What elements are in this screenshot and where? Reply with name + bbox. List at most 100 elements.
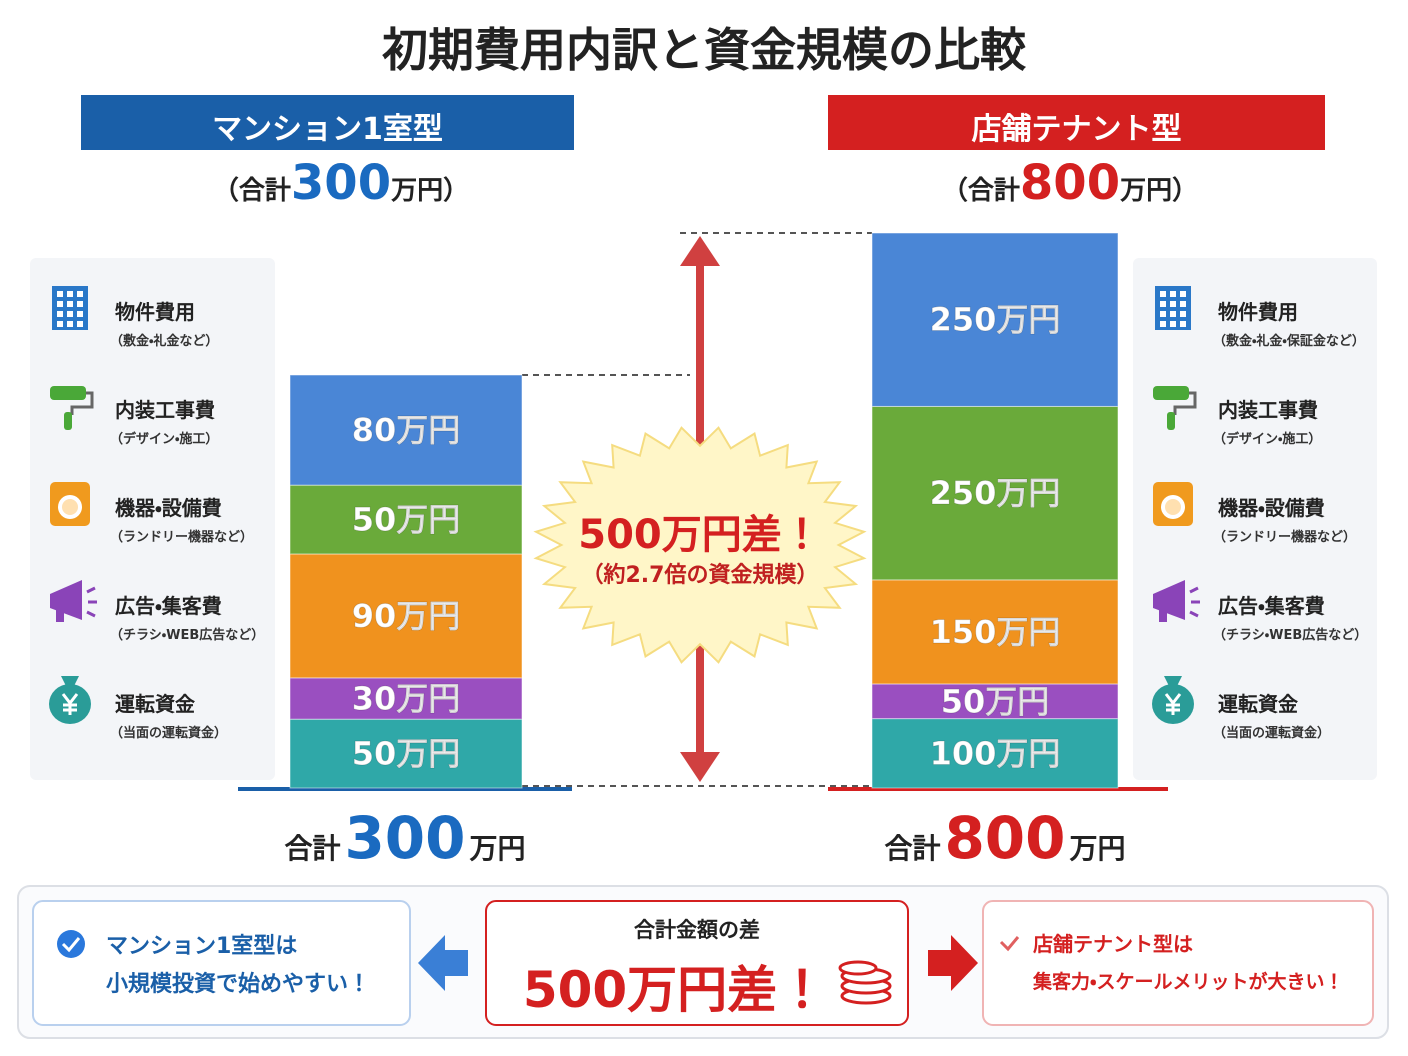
bar-segment — [289, 677, 523, 720]
category-note: （デザイン・施工） — [1213, 432, 1322, 447]
right-header: 店舗テナント型 — [971, 112, 1182, 147]
category-icon — [50, 580, 97, 622]
total-suffix: 万円） — [391, 176, 470, 206]
ratio-label: （約2.7倍の資金規模） — [581, 563, 819, 588]
category-note: （チラシ・WEB広告など） — [1213, 628, 1368, 643]
left-arrow — [418, 935, 468, 991]
category-icon — [1153, 386, 1197, 430]
coin-icon — [838, 960, 892, 1005]
icon-part — [1160, 311, 1166, 317]
bar-segment — [289, 374, 523, 486]
summary-left-2: 小規模投資で始めやすい！ — [106, 972, 371, 997]
icon-part — [56, 606, 64, 622]
icon-part — [1160, 321, 1166, 327]
total-prefix: 合計 — [884, 832, 941, 865]
category-note: （チラシ・WEB広告など） — [110, 628, 265, 643]
bar-segment — [871, 405, 1119, 581]
left-legend-panel — [30, 258, 275, 780]
category-icon — [1152, 676, 1194, 724]
check-mark — [999, 936, 1020, 952]
segment-label: 250万円 — [930, 474, 1061, 512]
category-name: 機器・設備費 — [1218, 496, 1325, 520]
category-icon — [1153, 580, 1200, 622]
title: 初期費用内訳と資金規模の比較 — [382, 23, 1026, 77]
right-total-top: （合計 800 万円） — [810, 155, 1330, 211]
total-prefix: 合計 — [284, 832, 341, 865]
category-icon — [50, 386, 94, 430]
icon-part — [1165, 499, 1181, 515]
icon-part — [57, 311, 63, 317]
icon-part — [1153, 386, 1189, 400]
icon-part — [50, 386, 86, 400]
category-note: （当面の運転資金） — [110, 726, 228, 741]
icon-part — [86, 586, 97, 618]
summary-center-title: 合計金額の差 — [634, 918, 760, 942]
check-icon — [57, 930, 85, 958]
icon-part — [1173, 391, 1197, 415]
category-icon — [50, 482, 90, 526]
category-note: （敷金・礼金・保証金など） — [1213, 334, 1365, 349]
total-value: 300 — [290, 155, 392, 211]
bar-segment — [871, 232, 1119, 407]
category-icon — [1155, 286, 1191, 330]
total-value: 800 — [944, 804, 1066, 872]
category-icon — [1153, 482, 1193, 526]
icon-part — [57, 291, 63, 297]
icon-part — [1189, 586, 1200, 618]
icon-part — [61, 676, 79, 686]
summary-left-1: マンション1室型は — [106, 934, 298, 959]
icon-part — [1180, 321, 1186, 327]
segment-label: 80万円 — [352, 411, 461, 449]
right-legend-panel — [1133, 258, 1377, 780]
category-note: （デザイン・施工） — [110, 432, 219, 447]
category-note: （ランドリー機器など） — [110, 530, 254, 545]
left-header: マンション1室型 — [212, 112, 443, 147]
segment-label: 50万円 — [352, 501, 461, 539]
icon-part — [1180, 311, 1186, 317]
left-total-top: （合計 300 万円） — [81, 155, 601, 211]
total-suffix: 万円） — [1120, 176, 1199, 206]
icon-part — [67, 321, 73, 327]
arrow-head — [680, 752, 720, 782]
category-note: （当面の運転資金） — [1213, 726, 1331, 741]
category-name: 広告・集客費 — [1218, 594, 1325, 618]
icon-part — [1167, 412, 1175, 430]
summary-center-value: 500万円差！ — [522, 961, 828, 1019]
total-prefix: （合計 — [212, 176, 291, 206]
icon-part — [67, 291, 73, 297]
category-note: （ランドリー機器など） — [1213, 530, 1357, 545]
bar-segment — [871, 683, 1119, 720]
category-note: （敷金・礼金など） — [110, 334, 219, 349]
icon-part — [77, 321, 83, 327]
summary-center-box — [485, 900, 909, 1026]
icon-part — [1170, 291, 1176, 297]
icon-part — [77, 301, 83, 307]
category-icon — [49, 676, 91, 724]
segment-label: 50万円 — [352, 735, 461, 773]
icon-part — [1170, 311, 1176, 317]
summary-right-2: 集客力・スケールメリットが大きい！ — [1033, 971, 1344, 993]
icon-part — [1160, 291, 1166, 297]
icon-part — [77, 291, 83, 297]
category-name: 物件費用 — [1218, 300, 1298, 324]
icon-part — [67, 311, 73, 317]
left-banner — [81, 95, 574, 150]
total-suffix: 万円 — [1069, 832, 1126, 865]
icon-part — [67, 301, 73, 307]
starburst — [533, 426, 867, 664]
category-name: 物件費用 — [115, 300, 195, 324]
icon-part — [1159, 606, 1167, 622]
total-value: 800 — [1019, 155, 1121, 211]
summary-left-box — [32, 900, 411, 1026]
segment-label: 90万円 — [352, 597, 461, 635]
segment-label: 250万円 — [930, 301, 1061, 339]
category-icon — [52, 286, 88, 330]
difference-label: 500万円差！ — [578, 512, 822, 558]
category-name: 運転資金 — [1218, 692, 1298, 716]
bar-segment — [289, 718, 523, 789]
summary-right-box — [982, 900, 1374, 1026]
summary-right-1: 店舗テナント型は — [1033, 932, 1193, 956]
total-suffix: 万円 — [469, 832, 526, 865]
category-name: 運転資金 — [115, 692, 195, 716]
